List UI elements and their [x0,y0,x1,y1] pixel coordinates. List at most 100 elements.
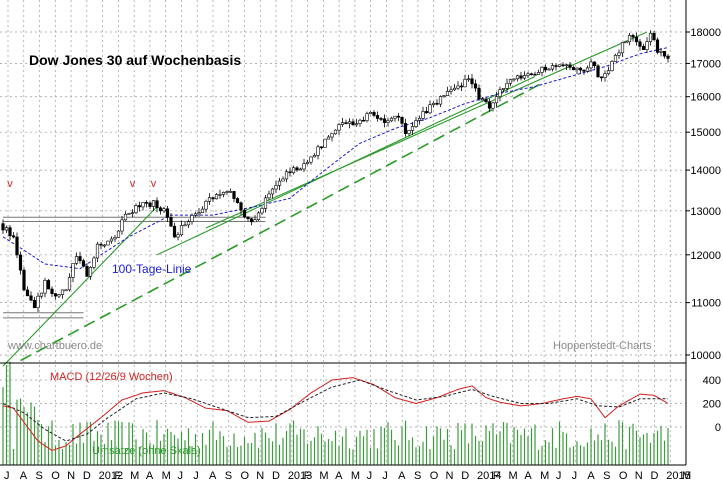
volume-bar [551,428,554,465]
candle-body [260,208,264,214]
candle-body [25,289,30,297]
candle-body [522,75,527,79]
volume-bar [128,422,130,465]
trend-line [20,82,543,362]
candle-body [540,66,544,73]
candle-body [256,212,261,221]
volume-bar [201,432,204,465]
candle-body [298,168,303,171]
volume-bar [264,432,267,465]
volume-bar [513,427,515,465]
x-tick-label: M [509,470,518,482]
candle-body [452,87,457,91]
candle-body [487,101,492,109]
candle-body [323,138,327,148]
volume-bar [149,442,151,465]
volume-bar [516,429,519,465]
candle-body [36,295,40,309]
volume-bar [37,420,39,465]
volume-bar [296,434,298,465]
volume-bar [117,421,120,465]
candle-body [491,102,495,109]
candle-body [617,52,621,56]
volume-bar [387,422,389,465]
volume-bar [485,425,487,465]
candle-body [435,102,439,105]
macd-y-tick-label: 200 [703,399,721,411]
candle-body [358,119,362,124]
candle-body [414,120,418,127]
volume-bar [369,447,372,465]
candle-body [333,129,338,135]
volume-bar [289,423,291,465]
volume-bar [68,444,71,465]
candle-body [291,167,296,174]
candle-body [295,167,299,171]
candle-body [123,213,128,221]
candle-body [648,32,653,42]
volume-bar [82,442,85,465]
candle-body [361,119,366,122]
candle-body [200,208,205,213]
candle-body [375,115,380,119]
candle-body [193,213,198,216]
volume-bar [548,442,550,465]
candle-body [302,163,306,170]
volume-bar [380,426,382,465]
volume-bar [345,428,347,465]
volume-bar [611,441,613,465]
x-tick-label: S [414,470,421,482]
volume-bar [93,440,95,465]
candle-body [221,191,226,195]
volume-bar [250,442,253,465]
candle-body [638,41,642,47]
volume-bar [471,423,473,465]
x-tick-label: J [193,470,199,482]
candle-body [354,123,359,126]
volume-bar [646,432,648,465]
candle-body [372,111,376,116]
candle-body [155,200,159,209]
volume-bar [625,449,627,465]
candle-body [466,78,471,81]
candle-body [442,95,446,97]
volume-bar [338,445,340,465]
volume-bar [12,448,15,465]
candle-body [596,65,600,78]
volume-bar [583,446,585,465]
candle-body [340,122,345,125]
x-tick-label: A [398,470,406,482]
candle-body [438,96,443,105]
volume-bar [131,423,134,465]
chart-title: Dow Jones 30 auf Wochenbasis [29,52,241,68]
volume-bar [432,436,435,465]
x-tick-label: 2013 [288,470,312,482]
candle-body [267,193,271,199]
volume-bar [177,438,179,465]
candle-body [190,215,194,222]
volume-bar [443,439,445,465]
volume-bar [464,423,466,465]
volume-bar [44,441,46,465]
candle-body [561,64,565,67]
candle-body [197,212,201,215]
x-tick-label: M [162,470,171,482]
volume-bar [467,443,470,465]
candle-body [389,117,394,122]
volume-bar [488,431,491,465]
y-tick-label: 18000 [690,27,721,39]
volume-bar [446,429,449,465]
candle-body [428,104,432,114]
candle-body [592,61,597,67]
candle-body [627,35,632,43]
candle-body [18,254,23,271]
candle-body [50,288,54,294]
candle-body [400,116,404,124]
candle-body [368,111,373,115]
x-tick-label: M [319,470,328,482]
candle-body [631,35,635,38]
moving-average-line [2,47,669,270]
candle-body [477,87,481,100]
volume-bar [422,441,424,465]
volume-bar [667,427,669,465]
